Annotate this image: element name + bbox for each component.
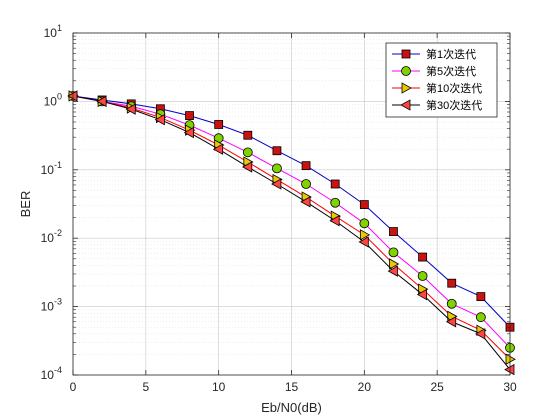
data-point <box>301 179 311 189</box>
x-tick-label: 25 <box>430 380 444 394</box>
series-layer <box>67 90 516 376</box>
data-point <box>359 200 369 209</box>
data-point <box>388 247 399 258</box>
data-point <box>359 218 370 229</box>
legend-item: 第10次迭代 <box>392 81 482 95</box>
x-axis-label: Eb/N0(dB) <box>261 400 322 415</box>
legend-item: 第30次迭代 <box>392 98 482 112</box>
data-point <box>125 103 136 115</box>
data-point <box>67 90 78 102</box>
data-point <box>476 292 486 302</box>
series-line <box>72 95 511 370</box>
axis-ticks <box>72 32 511 376</box>
legend-label: 第5次迭代 <box>426 64 476 78</box>
legend-item: 第5次迭代 <box>392 64 476 78</box>
x-tick-label: 20 <box>358 380 372 394</box>
y-tick-label: 10-3 <box>41 297 62 314</box>
data-point <box>241 161 253 173</box>
data-point <box>329 215 340 227</box>
y-tick-label: 10-4 <box>41 365 62 382</box>
series-line <box>72 95 511 360</box>
data-point <box>212 143 224 155</box>
x-tick-label: 15 <box>285 380 299 394</box>
data-point <box>389 227 398 236</box>
data-point <box>447 278 457 288</box>
legend-label: 第1次迭代 <box>426 47 476 61</box>
y-tick-label: 10-2 <box>41 228 62 245</box>
data-point <box>300 196 311 208</box>
y-tick-labels: 10-4 10-3 10-2 10-1 100 101 <box>41 23 62 382</box>
data-point <box>475 312 486 323</box>
legend-marker <box>401 82 412 94</box>
series-line <box>72 95 511 349</box>
series-2 <box>68 91 515 353</box>
data-point <box>504 363 515 376</box>
data-point <box>214 120 224 129</box>
series-line <box>72 95 511 328</box>
data-point <box>416 288 428 301</box>
data-point <box>243 130 253 140</box>
x-tick-label: 10 <box>212 380 226 394</box>
y-tick-label: 10-1 <box>41 160 62 177</box>
legend-label: 第10次迭代 <box>426 81 482 95</box>
data-point <box>330 179 340 189</box>
legend-label: 第30次迭代 <box>426 98 482 112</box>
data-point <box>301 161 311 171</box>
y-tick-label: 101 <box>44 23 62 40</box>
data-point <box>387 265 398 277</box>
data-point <box>359 229 371 241</box>
legend-item: 第1次迭代 <box>392 47 476 61</box>
data-point <box>475 328 486 340</box>
data-point <box>154 114 165 126</box>
data-point <box>417 271 428 281</box>
data-point <box>96 95 107 108</box>
x-tick-labels: 0 5 10 15 20 25 30 <box>70 380 517 394</box>
data-point <box>445 316 457 328</box>
data-point <box>272 146 282 156</box>
data-point <box>272 163 282 174</box>
data-point <box>446 298 457 309</box>
data-point <box>358 236 369 248</box>
data-point <box>183 126 194 139</box>
data-point <box>242 147 253 158</box>
x-tick-label: 0 <box>70 380 77 394</box>
data-point <box>330 197 341 208</box>
data-point <box>271 178 282 190</box>
data-point <box>505 353 516 365</box>
legend-marker <box>400 99 411 111</box>
x-tick-label: 5 <box>142 380 149 394</box>
data-point <box>418 252 428 262</box>
series-4 <box>67 90 515 376</box>
y-tick-label: 100 <box>44 91 62 108</box>
legend-marker <box>401 66 411 76</box>
y-axis-label: BER <box>18 191 33 218</box>
x-tick-label: 30 <box>503 380 517 394</box>
legend-marker <box>401 49 411 59</box>
data-point <box>185 111 194 121</box>
data-point <box>389 258 400 270</box>
